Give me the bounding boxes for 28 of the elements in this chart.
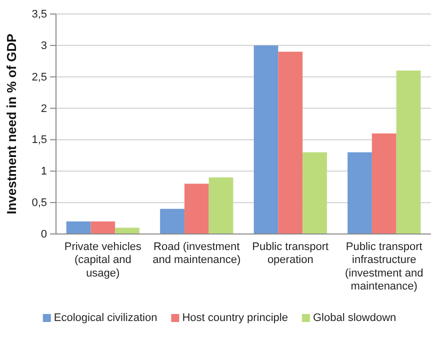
bar [254,45,278,234]
y-tick-label: 2,5 [32,71,47,84]
y-tick-label: 0 [40,228,47,241]
legend-label: Ecological civilization [54,312,158,324]
legend-label: Host country principle [182,312,288,324]
x-tick-label: Public transport operation [252,240,329,266]
bar [372,133,396,234]
legend-label: Global slowdown [312,312,396,324]
bar [184,184,209,234]
bar [348,152,372,234]
bar [396,70,421,234]
bar [90,221,116,234]
bar [302,152,327,234]
bar [66,221,91,234]
bar [208,177,234,234]
bar [115,228,140,234]
y-tick-label: 1 [40,166,47,178]
y-tick-label: 3,5 [32,8,47,21]
x-tick-label: Private vehicles (capital and usage) [64,240,142,280]
x-tick-label: Public transport infrastructure (investment and maintenance) [344,240,424,292]
bar [160,208,184,234]
bar [278,52,303,234]
y-tick-label: 2 [40,102,47,115]
y-tick-label: 1,5 [32,134,47,146]
x-tick-label: Road (investment and maintenance) [152,240,241,266]
y-tick-label: 3 [40,40,47,52]
y-tick-label: 0,5 [32,197,47,210]
y-axis-title: Investment need in % of GDP [4,33,19,214]
